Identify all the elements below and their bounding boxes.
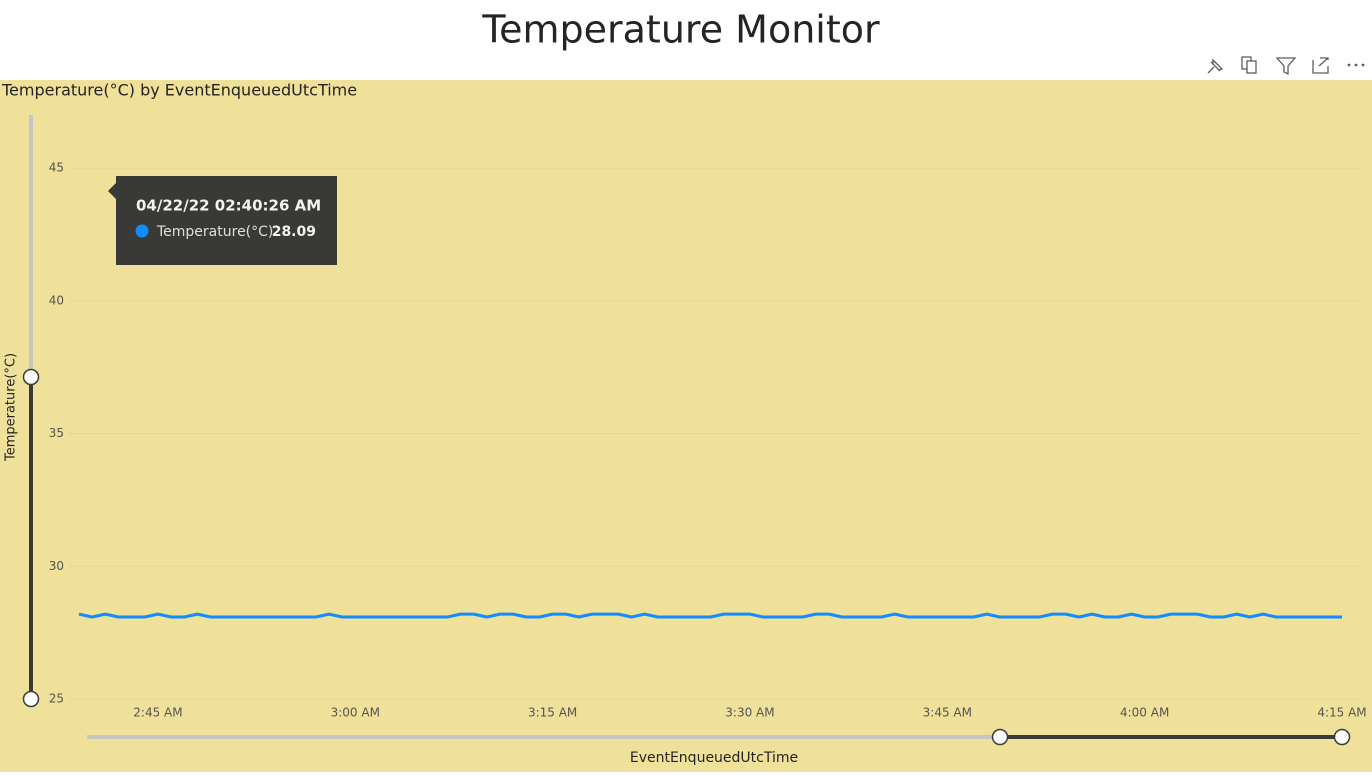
tooltip: 04/22/22 02:40:26 AM Temperature(°C) 28.… [108,176,337,265]
more-icon[interactable] [1347,63,1365,67]
tooltip-swatch [135,224,149,238]
x-tick-label: 4:00 AM [1120,706,1169,720]
x-tick-label: 4:15 AM [1317,706,1366,720]
x-tick-label: 3:30 AM [725,706,774,720]
tooltip-title: 04/22/22 02:40:26 AM [136,197,321,215]
temperature-line [78,612,1342,619]
x-tick-label: 2:45 AM [133,706,182,720]
filter-icon[interactable] [1275,57,1297,76]
pin-icon[interactable] [1207,58,1224,74]
x-tick-label: 3:15 AM [528,706,577,720]
x-axis-title: EventEnqueuedUtcTime [630,750,798,766]
header-icons [1207,56,1365,76]
y-tick-label: 25 [49,692,64,706]
x-zoom-slider[interactable] [87,728,1351,746]
tooltip-value: 28.09 [272,224,316,240]
y-tick-label: 30 [49,559,64,573]
y-tick-label: 45 [49,161,64,175]
tooltip-label: Temperature(°C) [156,224,273,240]
focus-icon[interactable] [1312,57,1329,74]
x-tick-label: 3:00 AM [331,706,380,720]
tooltip-box [108,176,337,265]
y-tick-label: 40 [49,293,64,307]
y-tick-label: 35 [49,426,64,440]
x-tick-label: 3:45 AM [923,706,972,720]
y-axis-title: Temperature(°C) [4,353,19,462]
visual-title: Temperature(°C) by EventEnqueuedUtcTime [1,81,357,100]
y-zoom-slider[interactable] [22,115,40,708]
page-title: Temperature Monitor [481,8,880,52]
plot-area: 25 30 35 40 45 2:45 AM 3:00 AM 3:15 AM 3:30 AM 3:… [49,161,1367,720]
